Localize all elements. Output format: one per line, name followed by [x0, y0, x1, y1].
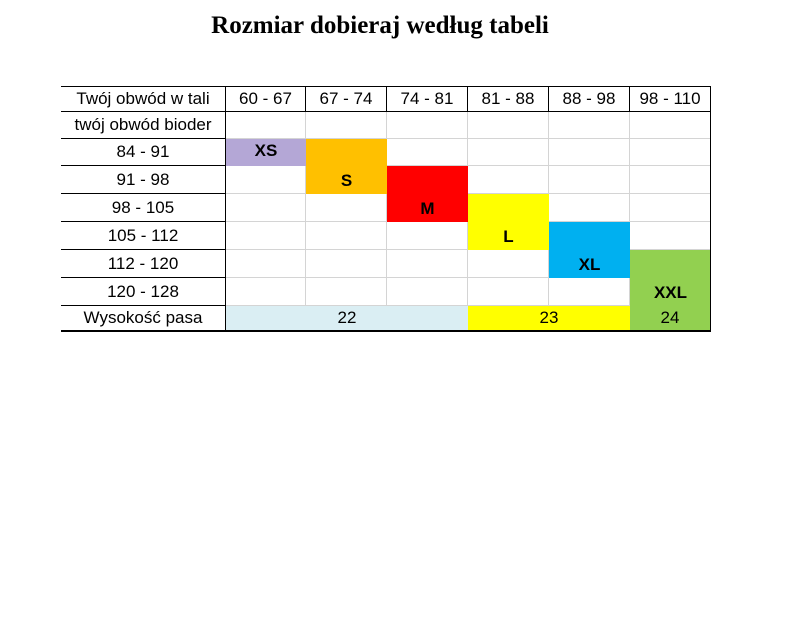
grid-cell	[226, 278, 306, 306]
grid-cell	[387, 112, 468, 139]
page-title: Rozmiar dobieraj według tabeli	[211, 12, 549, 39]
grid-cell	[387, 278, 468, 306]
size-xl: XL	[549, 222, 630, 278]
grid-cell	[306, 194, 387, 222]
grid-cell	[468, 250, 549, 278]
grid-cell	[226, 194, 306, 222]
grid-cell	[387, 250, 468, 278]
hip-range: 91 - 98	[61, 166, 226, 194]
grid-cell	[468, 112, 549, 139]
grid-cell	[630, 139, 711, 166]
hip-range: 98 - 105	[61, 194, 226, 222]
rise-value: 24	[630, 306, 711, 332]
hip-label: twój obwód bioder	[61, 112, 226, 139]
grid-cell	[226, 250, 306, 278]
hip-range: 84 - 91	[61, 139, 226, 166]
size-m: M	[387, 166, 468, 222]
grid-cell	[226, 222, 306, 250]
waist-header: 60 - 67	[226, 86, 306, 112]
grid-cell	[468, 278, 549, 306]
grid-cell	[630, 166, 711, 194]
grid-cell	[549, 278, 630, 306]
rise-label: Wysokość pasa	[61, 306, 226, 332]
grid-cell	[468, 139, 549, 166]
grid-cell	[226, 112, 306, 139]
size-xxl: XXL	[630, 250, 711, 306]
header-label: Twój obwód w tali	[61, 86, 226, 112]
grid-cell	[306, 112, 387, 139]
waist-header: 74 - 81	[387, 86, 468, 112]
grid-cell	[387, 222, 468, 250]
hip-range: 120 - 128	[61, 278, 226, 306]
rise-value: 22	[226, 306, 468, 332]
hip-range: 105 - 112	[61, 222, 226, 250]
grid-cell	[549, 112, 630, 139]
size-s: S	[306, 139, 387, 194]
table-border	[710, 86, 711, 332]
grid-cell	[549, 166, 630, 194]
rise-value: 23	[468, 306, 630, 332]
hip-range: 112 - 120	[61, 250, 226, 278]
waist-header: 98 - 110	[630, 86, 711, 112]
grid-cell	[306, 278, 387, 306]
grid-cell	[549, 194, 630, 222]
grid-cell	[468, 166, 549, 194]
grid-cell	[387, 139, 468, 166]
grid-cell	[630, 222, 711, 250]
grid-cell	[630, 194, 711, 222]
waist-header: 88 - 98	[549, 86, 630, 112]
grid-cell	[226, 166, 306, 194]
grid-cell	[630, 112, 711, 139]
waist-header: 81 - 88	[468, 86, 549, 112]
size-l: L	[468, 194, 549, 250]
grid-cell	[549, 139, 630, 166]
size-xs: XS	[226, 139, 306, 166]
grid-cell	[306, 222, 387, 250]
grid-cell	[306, 250, 387, 278]
waist-header: 67 - 74	[306, 86, 387, 112]
